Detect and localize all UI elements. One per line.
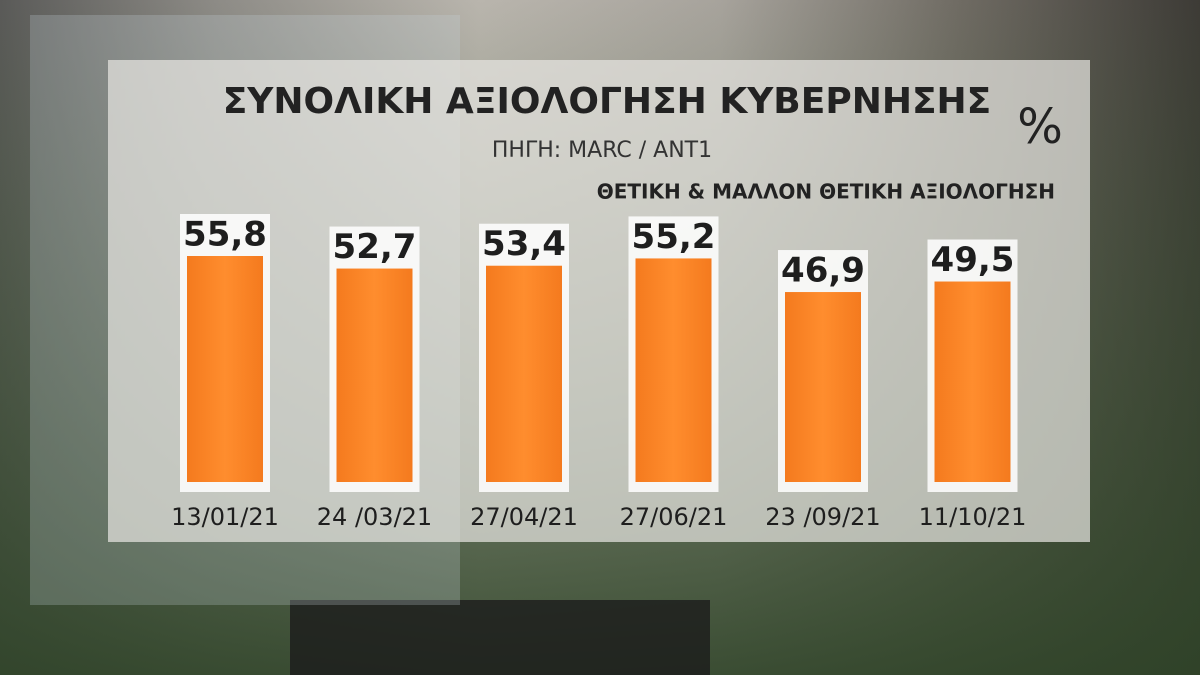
stairs [290,600,710,675]
source: ΠΗΓΗ: MARC / ANT1 [492,138,712,163]
value-label: 49,5 [931,240,1015,280]
chart-title: ΣΥΝΟΛΙΚΗ ΑΞΙΟΛΟΓΗΣΗ ΚΥΒΕΡΝΗΣΗΣ [223,81,992,122]
bar [785,292,861,482]
bar [187,256,263,482]
bar [336,268,413,482]
value-label: 52,7 [333,227,417,267]
x-tick-label: 23 /09/21 [765,503,880,531]
x-tick-label: 27/04/21 [470,503,578,531]
x-tick-label: 27/06/21 [620,503,728,531]
x-tick-label: 11/10/21 [919,503,1027,531]
x-tick-label: 13/01/21 [171,503,279,531]
bar [635,258,712,482]
unit-label: % [1017,99,1063,155]
bar [486,265,562,482]
value-label: 55,2 [632,217,716,257]
bar [934,281,1011,482]
value-label: 55,8 [183,215,267,255]
chart-panel [108,60,1090,542]
value-label: 53,4 [482,224,566,264]
value-label: 46,9 [781,251,865,291]
x-tick-label: 24 /03/21 [317,503,432,531]
subtitle: ΘΕΤΙΚΗ & ΜΑΛΛΟΝ ΘΕΤΙΚΗ ΑΞΙΟΛΟΓΗΣΗ [597,180,1055,204]
